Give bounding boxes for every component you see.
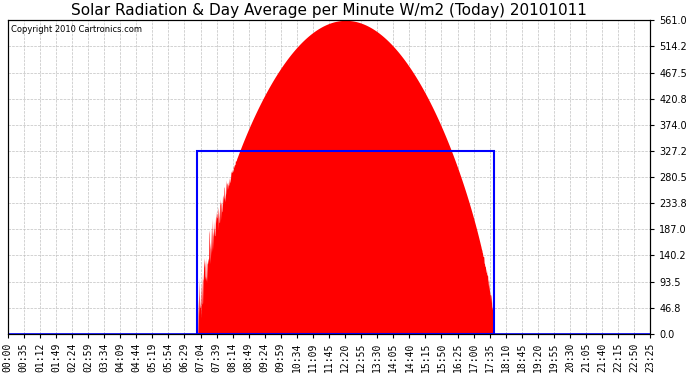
Text: Copyright 2010 Cartronics.com: Copyright 2010 Cartronics.com <box>11 25 142 34</box>
Title: Solar Radiation & Day Average per Minute W/m2 (Today) 20101011: Solar Radiation & Day Average per Minute… <box>71 3 587 18</box>
Bar <box>197 151 494 334</box>
